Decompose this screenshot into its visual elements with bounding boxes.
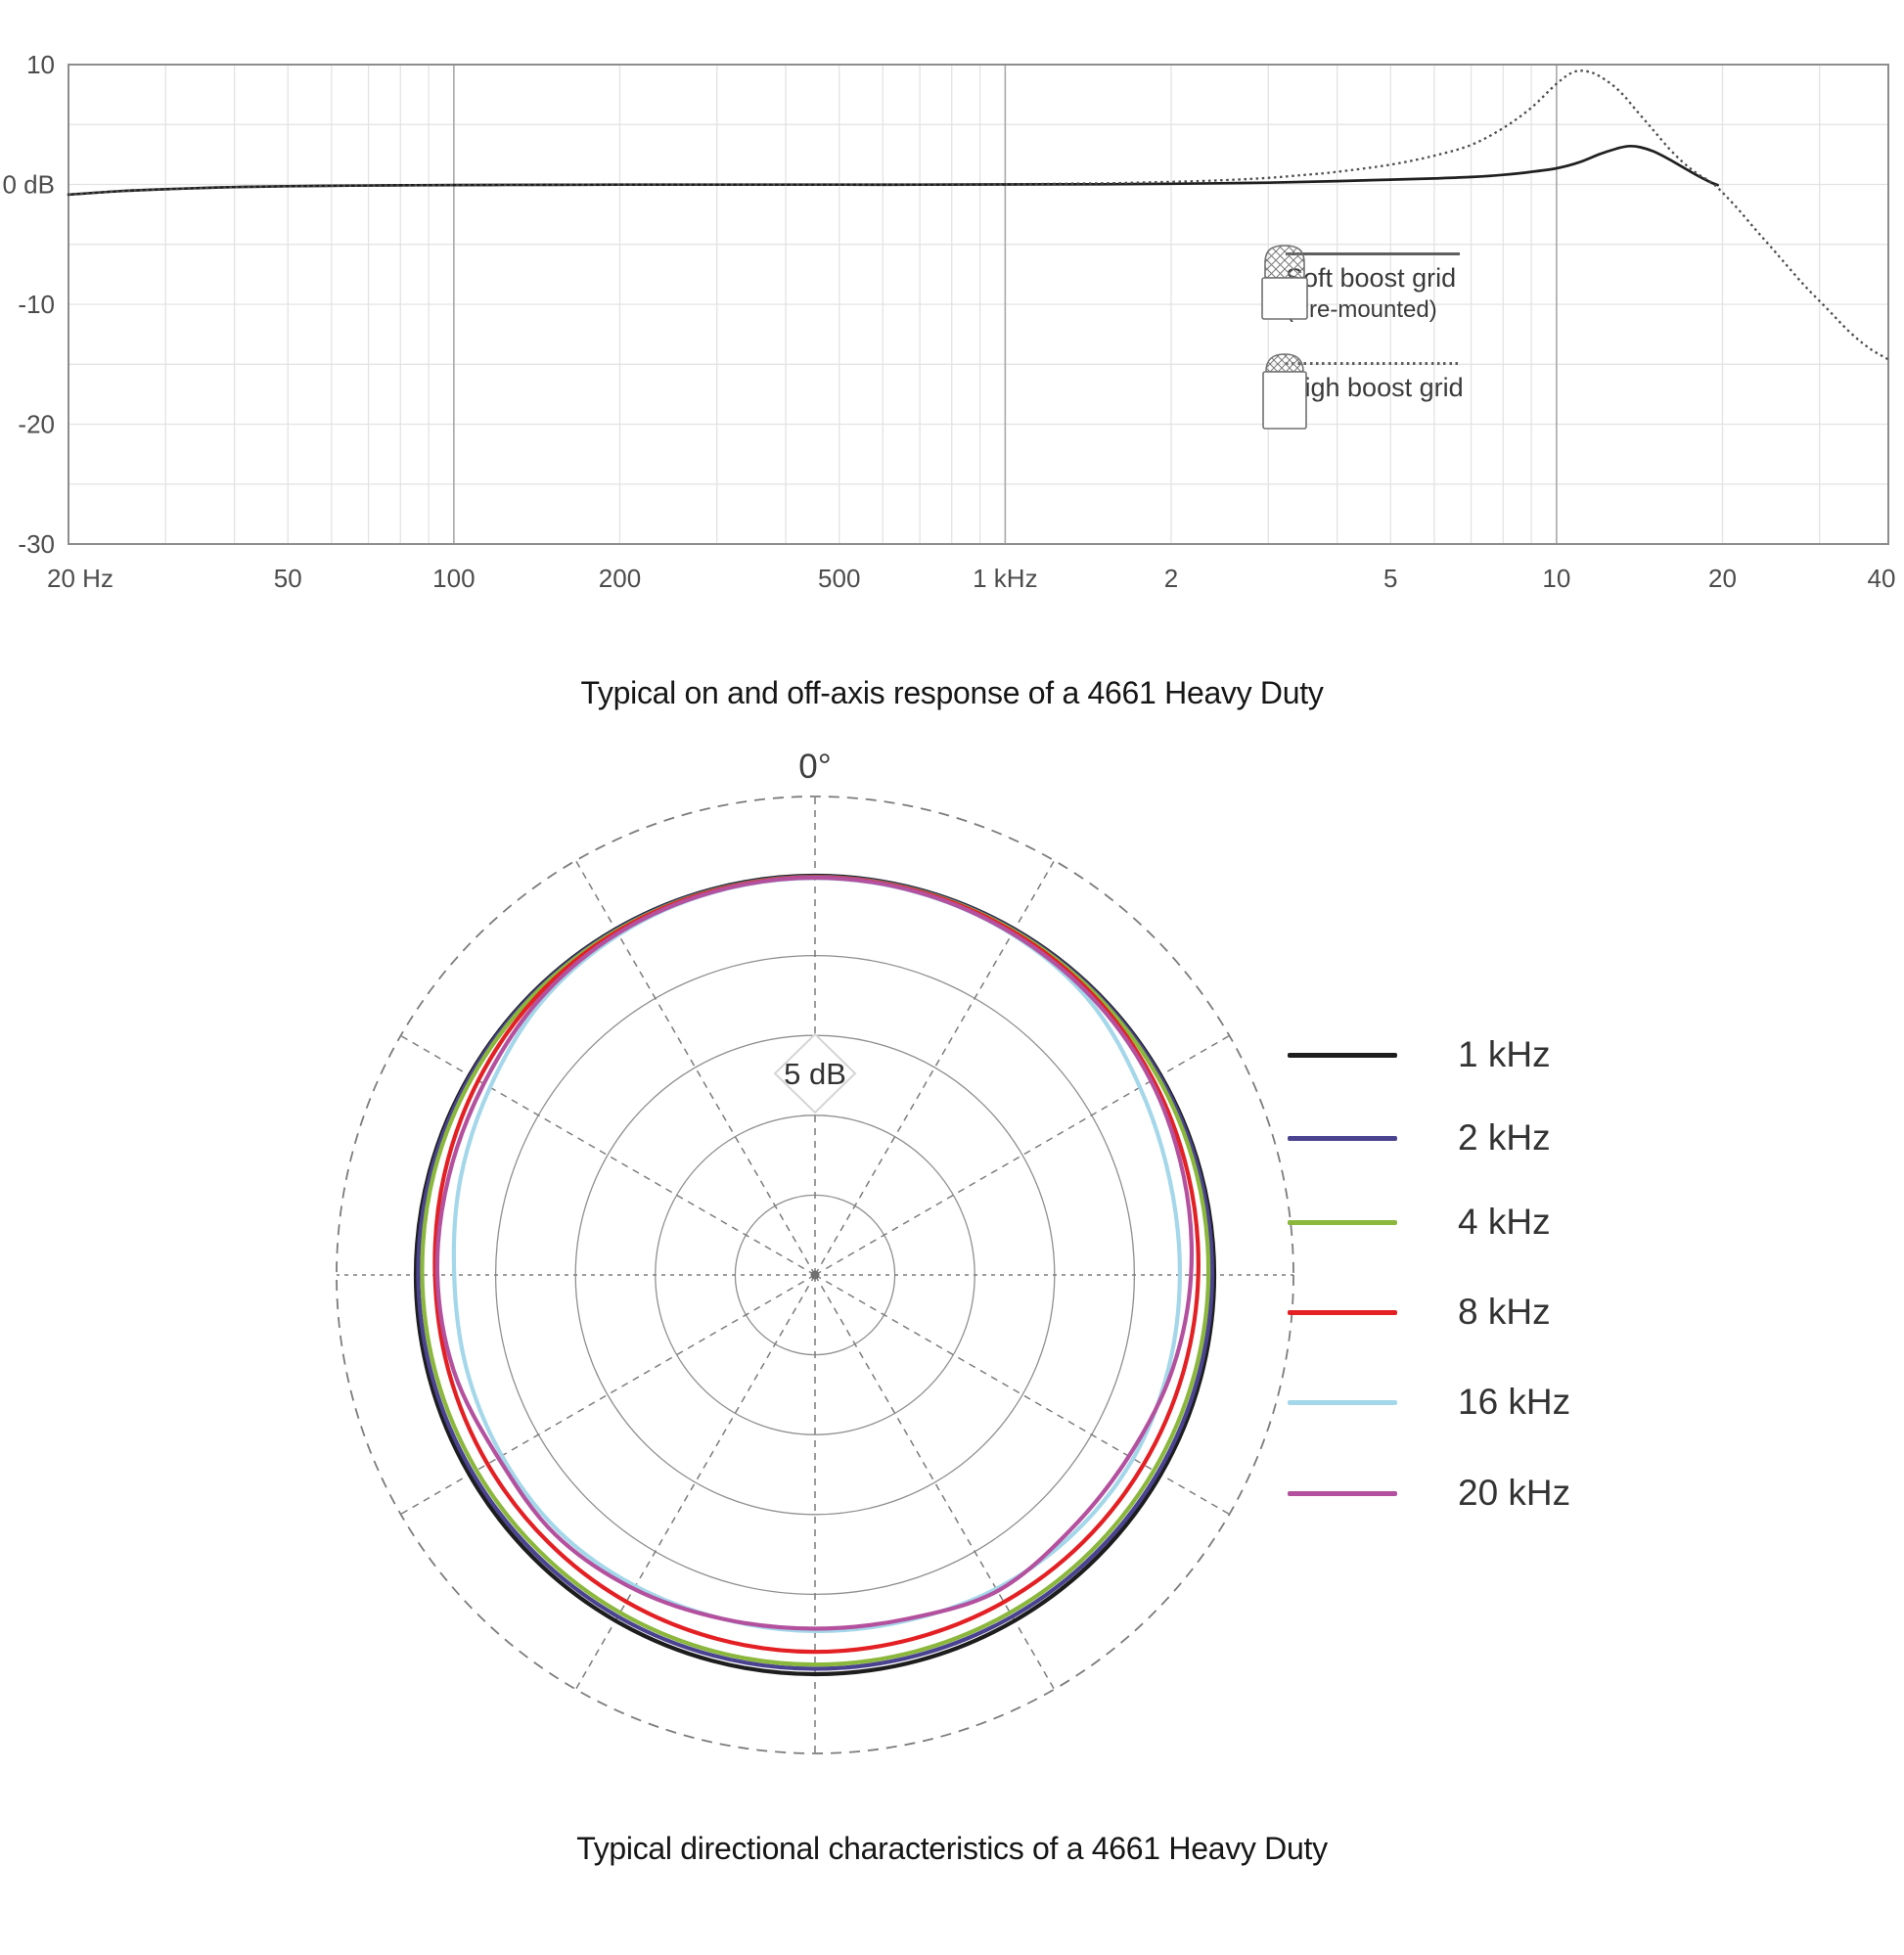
x-tick-label: 2	[1164, 564, 1178, 593]
high-boost-curve	[68, 69, 1889, 361]
frequency-response-chart: 20 Hz 50 100 200 500 1 kHz 2 5 10 20 40 10 0 dB -10 -2…	[3, 50, 1896, 593]
polar-curve-4khz	[420, 875, 1211, 1667]
legend-item-soft-boost: Soft boost grid (Pre-mounted)	[1258, 243, 1460, 324]
y-tick-label: -10	[18, 290, 55, 319]
y-tick-labels: 10 0 dB -10 -20 -30	[3, 50, 56, 559]
swatch-1khz	[1288, 1052, 1397, 1058]
pre-mounted-label: (Pre-mounted)	[1286, 296, 1437, 323]
swatch-2khz	[1288, 1135, 1397, 1141]
x-tick-label: 100	[432, 564, 475, 593]
y-tick-label: -20	[18, 410, 55, 439]
x-tick-label: 5	[1383, 564, 1397, 593]
swatch-20khz	[1288, 1490, 1397, 1496]
freq-grid	[68, 64, 1889, 545]
legend-item-20khz: 20 kHz	[1288, 1473, 1571, 1513]
y-tick-label: 0 dB	[3, 170, 56, 200]
x-tick-label: 40	[1868, 564, 1896, 593]
polar-curve-8khz	[432, 875, 1201, 1655]
label-1khz: 1 kHz	[1458, 1034, 1551, 1074]
x-tick-label: 10	[1542, 564, 1570, 593]
high-boost-line-sample	[1286, 362, 1460, 365]
label-8khz: 8 kHz	[1458, 1292, 1551, 1332]
label-16khz: 16 kHz	[1458, 1382, 1571, 1422]
swatch-4khz	[1288, 1219, 1397, 1225]
high-boost-label: High boost grid	[1286, 373, 1464, 402]
zero-degree-label: 0°	[798, 748, 831, 786]
legend-item-high-boost: High boost grid	[1258, 352, 1464, 430]
x-tick-label: 200	[599, 564, 641, 593]
legend-item-8khz: 8 kHz	[1288, 1292, 1551, 1332]
y-tick-label: -30	[18, 529, 55, 559]
legend-item-4khz: 4 kHz	[1288, 1202, 1551, 1242]
microphone-high-boost-grid-icon	[1262, 353, 1307, 430]
polar-center-dot	[810, 1270, 820, 1280]
polar-chart-caption: Typical directional characteristics of a…	[576, 1831, 1328, 1866]
legend-item-1khz: 1 kHz	[1288, 1034, 1551, 1074]
microphone-soft-boost-grid-icon	[1261, 245, 1308, 320]
polar-directivity-chart: 5 dB 0°	[336, 748, 1294, 1754]
legend-item-2khz: 2 kHz	[1288, 1117, 1551, 1158]
ring-scale-diamond	[773, 1032, 857, 1114]
legend-item-16khz: 16 kHz	[1288, 1382, 1571, 1422]
soft-boost-curve	[67, 144, 1719, 197]
x-tick-label: 500	[818, 564, 860, 593]
ring-scale-label: 5 dB	[784, 1057, 846, 1091]
frequency-chart-caption: Typical on and off-axis response of a 46…	[580, 675, 1324, 710]
x-tick-label: 1 kHz	[973, 564, 1037, 593]
swatch-8khz	[1288, 1309, 1397, 1315]
soft-boost-line-sample	[1286, 252, 1460, 255]
x-tick-label: 20	[1708, 564, 1737, 593]
label-2khz: 2 kHz	[1458, 1117, 1551, 1158]
y-tick-label: 10	[26, 50, 55, 79]
swatch-16khz	[1288, 1399, 1397, 1405]
label-20khz: 20 kHz	[1458, 1473, 1571, 1513]
x-tick-labels: 20 Hz 50 100 200 500 1 kHz 2 5 10 20 40	[47, 564, 1895, 593]
soft-boost-label: Soft boost grid	[1286, 263, 1457, 293]
x-tick-label: 50	[274, 564, 302, 593]
x-tick-label: 20 Hz	[47, 564, 113, 593]
polar-curve-20khz	[434, 875, 1195, 1631]
polar-curve-16khz	[451, 876, 1183, 1634]
label-4khz: 4 kHz	[1458, 1202, 1551, 1242]
